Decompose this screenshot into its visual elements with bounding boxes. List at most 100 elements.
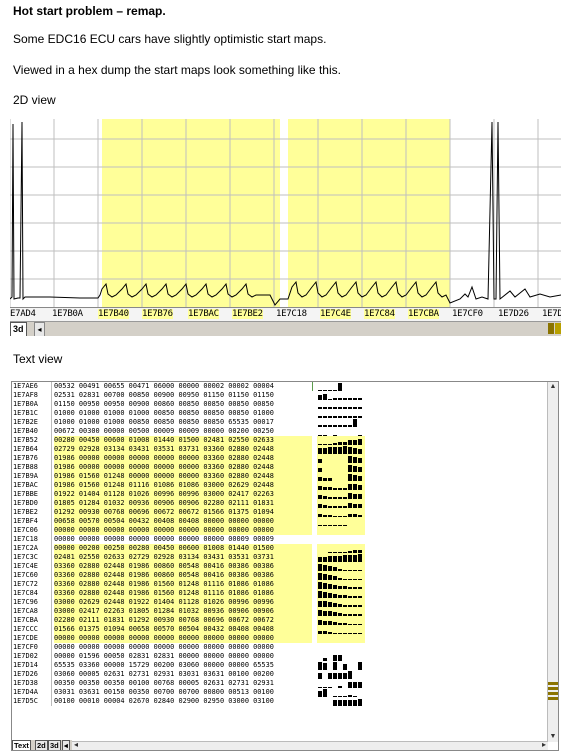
minimap-bar (333, 556, 337, 562)
minimap-row (317, 427, 365, 436)
minimap-bar (338, 700, 342, 706)
scroll-left-button[interactable]: ◂ (34, 322, 45, 336)
row-values[interactable]: 01000 01000 01000 00850 00850 00850 0085… (54, 418, 274, 426)
minimap-bar (323, 487, 327, 490)
vertical-scroll-thumb[interactable] (548, 682, 558, 712)
minimap-bar (338, 655, 342, 661)
minimap-bar (333, 416, 337, 418)
row-values[interactable]: 00672 00300 00000 00500 00009 00009 0000… (54, 427, 274, 435)
minimap-bar (318, 582, 322, 589)
minimap-row (317, 454, 365, 463)
row-values[interactable]: 00000 00200 00250 00280 00450 00600 0100… (54, 544, 312, 553)
row-values[interactable]: 02481 02550 02633 02729 02928 03134 0343… (54, 553, 312, 562)
row-values[interactable]: 03360 02880 02448 01986 01560 01248 0111… (54, 589, 312, 598)
minimap-bar (328, 575, 332, 580)
minimap-bar (358, 504, 362, 508)
row-values[interactable]: 01566 01375 01094 00658 00570 00504 0043… (54, 625, 312, 634)
minimap-bar (333, 516, 337, 517)
minimap-bar (318, 557, 322, 562)
minimap-bar (333, 425, 337, 427)
tab-3d[interactable]: 3d (10, 322, 27, 336)
minimap-bar (358, 407, 362, 409)
minimap-bar (338, 623, 342, 625)
minimap-bar (323, 478, 327, 481)
row-address: 1E7B40 (13, 427, 52, 436)
row-values[interactable]: 01150 00950 00950 00900 00860 00850 0085… (54, 400, 274, 408)
hex-row: 1E7BF4 00658 00570 00504 00432 00408 0040… (12, 517, 322, 526)
row-values[interactable]: 00280 00450 00600 01008 01440 01500 0248… (54, 436, 312, 445)
horizontal-scrollbar[interactable]: ◂ ▸ (72, 740, 548, 750)
minimap-bar (333, 633, 337, 634)
minimap-bar (343, 586, 347, 589)
scroll-marker (548, 323, 554, 334)
minimap-bar (358, 449, 362, 454)
minimap-row (317, 607, 365, 616)
row-values[interactable]: 02531 02831 00700 00850 00900 00950 0115… (54, 391, 274, 399)
scroll-right-arrow-icon[interactable]: ▸ (541, 740, 546, 749)
minimap-row (317, 382, 365, 391)
row-values[interactable]: 00000 01596 00050 02831 02831 00000 0000… (54, 652, 274, 660)
row-values[interactable]: 03360 02880 02448 01986 00860 00548 0041… (54, 562, 312, 571)
minimap-row (317, 553, 365, 562)
minimap-bar (328, 487, 332, 490)
row-values[interactable]: 01805 01284 01032 00936 00906 00906 0228… (54, 499, 312, 508)
minimap-row (317, 526, 365, 535)
tab-text[interactable]: Text (12, 740, 31, 750)
row-values[interactable]: 01986 01560 01248 01116 01086 01086 0300… (54, 481, 312, 490)
scroll-thumb[interactable] (555, 323, 561, 334)
row-values[interactable]: 03000 02417 02263 01805 01284 01032 0093… (54, 607, 312, 616)
minimap-bar (328, 515, 332, 517)
row-address: 1E7C72 (13, 580, 52, 589)
row-values[interactable]: 03031 03631 00150 00350 00700 00700 0080… (54, 688, 274, 696)
scroll-left-arrow-icon[interactable]: ◂ (74, 740, 79, 749)
row-values[interactable]: 00000 00000 00000 00000 00000 00000 0000… (54, 526, 312, 535)
row-values[interactable]: 03060 00005 02631 02731 02931 03031 0363… (54, 670, 274, 678)
hex-row: 1E7CDE 00000 00000 00000 00000 00000 0000… (12, 634, 322, 643)
minimap-bar (328, 632, 332, 634)
row-values[interactable]: 01986 00000 00000 00000 00000 00000 0336… (54, 463, 312, 472)
minimap-bar (328, 687, 332, 688)
tab-3d[interactable]: 3d (48, 740, 61, 750)
minimap-bar (318, 486, 322, 490)
row-values[interactable]: 00350 00350 00350 00100 00768 00005 0263… (54, 679, 274, 687)
row-values[interactable]: 01292 00930 00768 00696 00672 00672 0156… (54, 508, 312, 517)
row-values[interactable]: 01000 01000 01000 01000 00850 00850 0085… (54, 409, 274, 417)
row-values[interactable]: 01986 00000 00000 00000 00000 00000 0336… (54, 454, 312, 463)
vertical-scrollbar[interactable]: ▲ ▼ (547, 382, 558, 742)
row-values[interactable]: 03360 02880 02448 01986 01560 01248 0111… (54, 580, 312, 589)
minimap-bar (348, 407, 352, 409)
minimap-bar (333, 603, 337, 607)
minimap-bar (353, 555, 357, 562)
row-values[interactable]: 00000 00000 00000 00000 00000 00000 0000… (54, 535, 274, 543)
row-values[interactable]: 02729 02928 03134 03431 03531 03731 0336… (54, 445, 312, 454)
hex-row: 1E7B1C 01000 01000 01000 01000 00850 0085… (12, 409, 322, 418)
tab-2d[interactable]: 2d (35, 740, 48, 750)
minimap-bar (323, 505, 327, 508)
scroll-up-arrow-icon[interactable]: ▲ (549, 383, 557, 390)
row-values[interactable]: 03000 02629 02448 01922 01404 01128 0102… (54, 598, 312, 607)
scroll-down-arrow-icon[interactable]: ▼ (549, 733, 557, 740)
minimap-bar (353, 466, 357, 472)
minimap-bar (343, 623, 347, 625)
row-values[interactable]: 02280 02111 01831 01292 00930 00768 0069… (54, 616, 312, 625)
row-values[interactable]: 00532 00491 00655 00471 06000 00000 0000… (54, 382, 274, 390)
row-values[interactable]: 01986 01560 01248 00000 00000 00000 0336… (54, 472, 312, 481)
minimap-bar (338, 442, 342, 445)
minimap-bar (353, 614, 357, 616)
minimap-bar (338, 552, 342, 553)
row-values[interactable]: 00000 00000 00000 00000 00000 00000 0000… (54, 643, 274, 651)
minimap-bar (343, 516, 347, 517)
row-values[interactable]: 00100 00010 00004 02670 02840 02900 0295… (54, 697, 274, 705)
row-values[interactable]: 03360 02880 02448 01986 00860 00548 0041… (54, 571, 312, 580)
minimap-bar (348, 671, 352, 679)
minimap-bar (338, 686, 342, 688)
minimap-bar (333, 443, 337, 445)
row-values[interactable]: 00658 00570 00504 00432 00408 00408 0000… (54, 517, 312, 526)
row-values[interactable]: 65535 03360 00000 15729 00200 03060 0000… (54, 661, 274, 669)
hex-text-view: 1E7AE6 00532 00491 00655 00471 06000 0000… (11, 381, 559, 751)
row-values[interactable]: 01922 01404 01128 01026 00996 00996 0300… (54, 490, 312, 499)
row-values[interactable]: 00000 00000 00000 00000 00000 00000 0000… (54, 634, 312, 643)
minimap-bar (338, 497, 342, 499)
scroll-tabs-button[interactable]: ◂ (62, 740, 70, 750)
minimap-bar (338, 516, 342, 517)
